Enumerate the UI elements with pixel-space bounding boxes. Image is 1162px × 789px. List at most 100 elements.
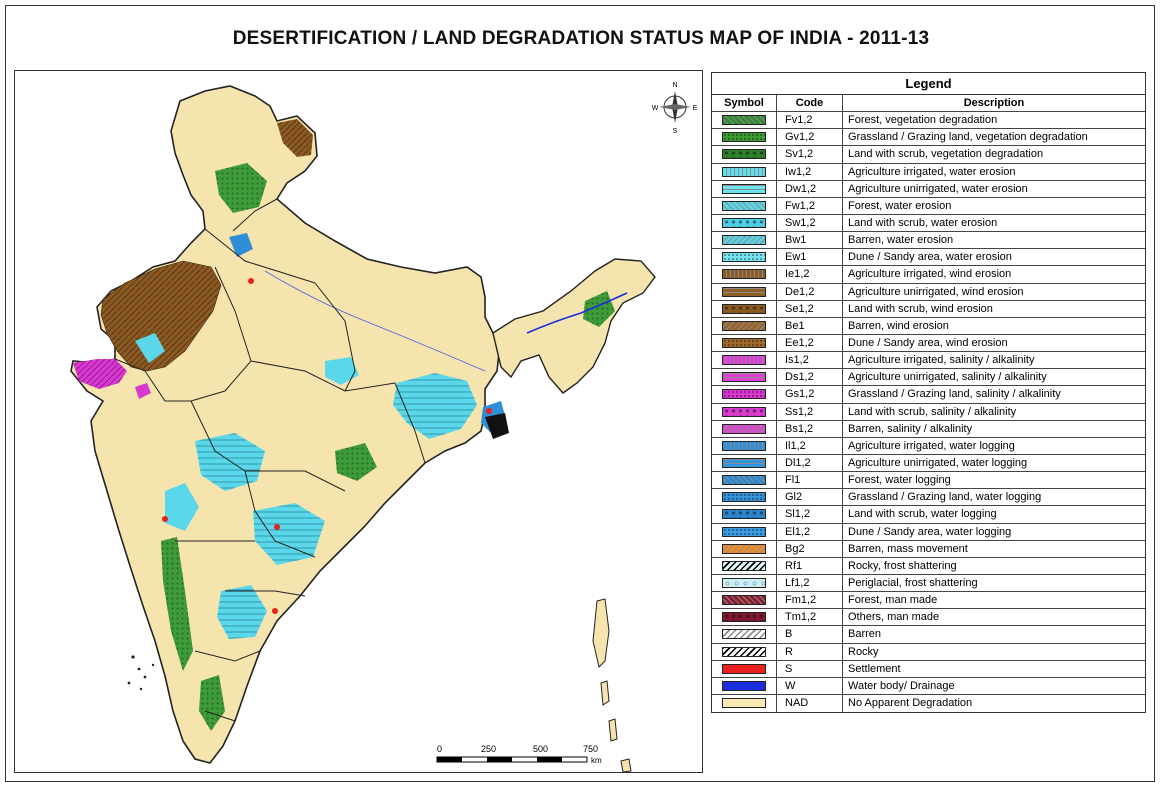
compass-e: E: [693, 105, 698, 112]
legend-symbol-cell: [712, 334, 777, 352]
legend-swatch: [722, 320, 766, 331]
legend-rows: Fv1,2 Forest, vegetation degradation Gv1,2…: [712, 112, 1145, 713]
legend-symbol-cell: [712, 352, 777, 369]
legend-symbol-cell: [712, 523, 777, 540]
legend-symbol-cell: [712, 163, 777, 180]
legend-swatch: [722, 509, 766, 520]
legend-swatch: [722, 218, 766, 229]
legend-row: Ee1,2 Dune / Sandy area, wind erosion: [712, 334, 1145, 353]
legend-symbol-cell: [712, 420, 777, 437]
water-erosion-south: [217, 585, 267, 639]
legend-row: W Water body/ Drainage: [712, 677, 1145, 695]
legend-symbol-cell: [712, 386, 777, 403]
legend-description: Agriculture unirrigated, water erosion: [848, 182, 1028, 195]
legend-description: Land with scrub, vegetation degradation: [848, 148, 1044, 161]
india-map[interactable]: [15, 71, 702, 772]
legend-row: Fl1 Forest, water logging: [712, 472, 1145, 490]
compass-s: S: [673, 128, 678, 135]
legend-code: Fl1: [777, 472, 843, 489]
legend-description: Forest, man made: [848, 594, 938, 607]
legend-row: Sw1,2 Land with scrub, water erosion: [712, 214, 1145, 233]
legend-code: Rf1: [777, 557, 843, 574]
legend-swatch: [722, 440, 766, 451]
legend-description: Land with scrub, salinity / alkalinity: [848, 405, 1017, 418]
andaman-nicobar-islands: [592, 598, 632, 772]
legend-code: Bs1,2: [777, 420, 843, 437]
scale-unit: km: [591, 756, 602, 765]
legend-symbol-cell: [712, 146, 777, 163]
water-erosion-deccan: [253, 503, 325, 565]
water-erosion-west: [165, 483, 199, 531]
legend-row: Iw1,2 Agriculture irrigated, water erosio…: [712, 163, 1145, 181]
legend-swatch: [722, 475, 766, 486]
legend-row: Sv1,2 Land with scrub, vegetation degrada…: [712, 146, 1145, 164]
legend-symbol-cell: [712, 557, 777, 574]
legend-symbol-cell: [712, 643, 777, 660]
legend-description: Dune / Sandy area, wind erosion: [848, 337, 1008, 350]
legend-description: Agriculture unirrigated, water logging: [848, 457, 1028, 470]
legend-swatch: [722, 646, 766, 657]
legend-swatch: [722, 680, 766, 691]
legend-code: Sv1,2: [777, 146, 843, 163]
map-title: DESERTIFICATION / LAND DEGRADATION STATU…: [232, 28, 930, 49]
legend-description: Agriculture unirrigated, wind erosion: [848, 285, 1024, 298]
legend-description: Barren, mass movement: [848, 542, 968, 555]
legend-swatch: [722, 235, 766, 246]
ganga-river: [264, 270, 486, 372]
legend-description: Grassland / Grazing land, salinity / alk…: [848, 388, 1061, 401]
legend-code: Be1: [777, 317, 843, 334]
legend-code: Iw1,2: [777, 163, 843, 180]
legend-row: Fw1,2 Forest, water erosion: [712, 197, 1145, 215]
legend-row: Ie1,2 Agriculture irrigated, wind erosion: [712, 266, 1145, 284]
legend-symbol-cell: [712, 129, 777, 146]
legend-swatch: [722, 183, 766, 194]
legend-row: Ew1 Dune / Sandy area, water erosion: [712, 249, 1145, 267]
legend-symbol-cell: [712, 266, 777, 283]
legend-code: El1,2: [777, 523, 843, 540]
legend-row: Gv1,2 Grassland / Grazing land, vegetatio…: [712, 129, 1145, 147]
lakshadweep-islands: [127, 655, 155, 691]
legend-swatch: [722, 149, 766, 160]
vegetation-himalaya: [215, 163, 267, 213]
sundarbans: [485, 413, 509, 439]
legend-swatch: [722, 166, 766, 177]
legend-symbol-cell: [712, 112, 777, 129]
legend-code: De1,2: [777, 283, 843, 300]
legend-code: Ss1,2: [777, 403, 843, 420]
legend-swatch: [722, 338, 766, 349]
state-boundaries: [114, 198, 426, 722]
legend-symbol-cell: [712, 454, 777, 472]
legend-code: R: [777, 643, 843, 660]
legend-header-description: Description: [963, 97, 1025, 110]
scale-tick-500: 500: [533, 744, 548, 754]
legend-row: Il1,2 Agriculture irrigated, water loggin…: [712, 437, 1145, 455]
water-erosion-patch-2: [135, 333, 165, 363]
legend-symbol-cell: [712, 437, 777, 454]
legend-swatch: [722, 578, 766, 588]
legend-row: S Settlement: [712, 660, 1145, 678]
legend-row: R Rocky: [712, 643, 1145, 661]
wind-erosion-zone: [100, 260, 222, 372]
settlement-mumbai: [162, 516, 168, 522]
legend-row: Is1,2 Agriculture irrigated, salinity / a…: [712, 352, 1145, 370]
legend-code: Se1,2: [777, 300, 843, 317]
legend-title: Legend: [712, 73, 1145, 95]
legend-symbol-cell: [712, 694, 777, 713]
legend-header-symbol: Symbol: [712, 95, 777, 112]
legend-description: Land with scrub, water erosion: [848, 217, 998, 230]
legend-code: Dl1,2: [777, 454, 843, 472]
legend-description: Agriculture unirrigated, salinity / alka…: [848, 371, 1047, 384]
legend-swatch: [722, 560, 766, 571]
legend-description: Land with scrub, wind erosion: [848, 302, 993, 315]
legend-swatch: [722, 526, 766, 537]
legend-swatch: [722, 698, 766, 709]
vegetation-western-ghats: [161, 537, 193, 671]
water-logging-punjab: [229, 233, 253, 257]
legend-swatch: [722, 115, 766, 126]
legend-swatch: [722, 663, 766, 674]
legend-code: Sl1,2: [777, 506, 843, 523]
settlement-chennai: [272, 608, 278, 614]
legend-code: Ds1,2: [777, 369, 843, 386]
legend-code: Fv1,2: [777, 112, 843, 129]
water-erosion-east: [393, 373, 477, 439]
